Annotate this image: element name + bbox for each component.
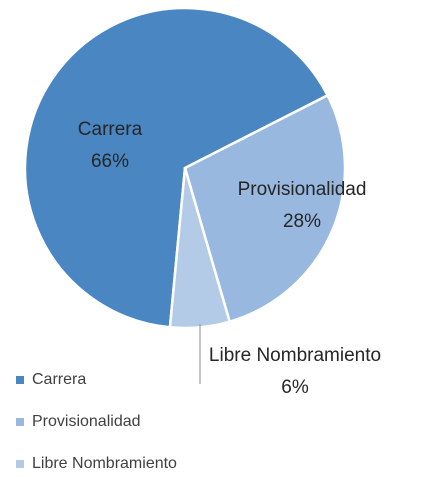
pie-slice	[183, 93, 347, 324]
data-label-value: 28%	[283, 211, 321, 232]
legend-swatch	[16, 376, 24, 384]
legend-label: Libre Nombramiento	[32, 455, 177, 472]
data-label-name: Provisionalidad	[238, 179, 367, 200]
data-label-name: Libre Nombramiento	[209, 345, 381, 366]
data-label-value: 6%	[281, 377, 309, 398]
legend-label: Provisionalidad	[32, 413, 141, 430]
data-label-name: Carrera	[78, 119, 143, 140]
data-label-value: 66%	[91, 151, 129, 172]
legend-swatch	[16, 418, 24, 426]
legend-swatch	[16, 460, 24, 468]
legend-label: Carrera	[32, 371, 86, 388]
pie-slice	[23, 6, 330, 329]
